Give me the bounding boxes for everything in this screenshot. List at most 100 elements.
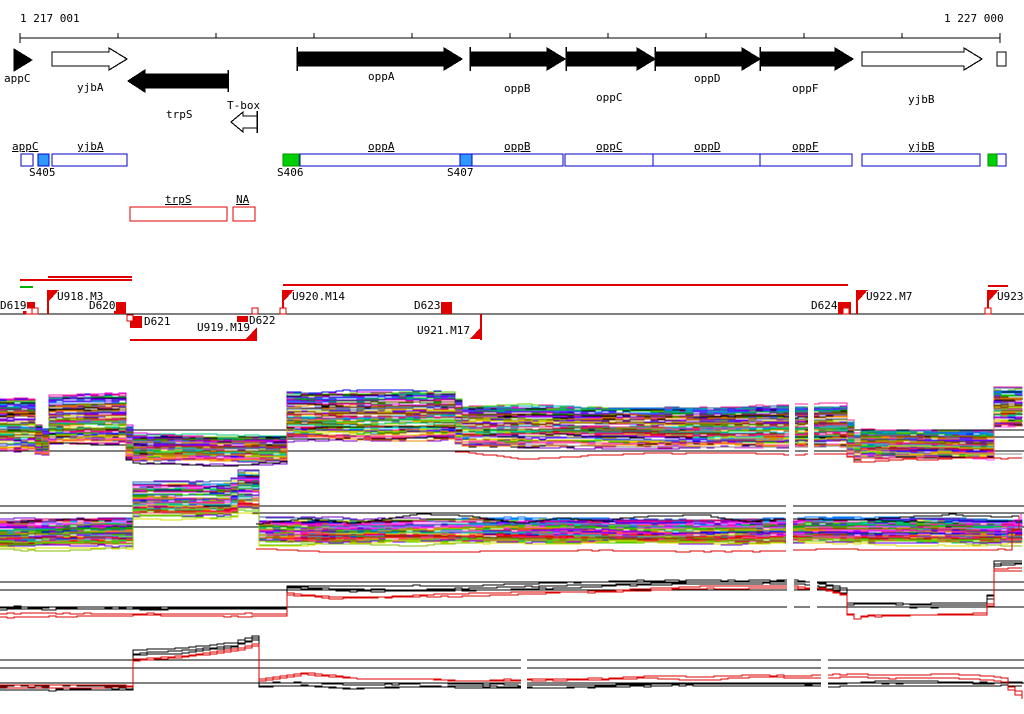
ruler: [19, 33, 1001, 43]
probe-track: [0, 276, 1024, 341]
probe-tick-square: [126, 314, 134, 322]
marker-label-S405: S405: [29, 166, 56, 179]
expression-profile-line: [0, 635, 1023, 687]
data-gap: [787, 556, 794, 632]
data-gap: [786, 468, 793, 558]
expression-outlier-line: [455, 442, 1022, 458]
gene-arrow-T-box[interactable]: [230, 110, 258, 134]
ruler-start-label: 1 217 001: [20, 12, 80, 25]
prediction-box-trpS[interactable]: [129, 206, 228, 222]
up-flag-U923[interactable]: [988, 290, 999, 302]
segment-label-oppA[interactable]: oppA: [368, 140, 395, 153]
gene-arrow-oppB[interactable]: [469, 46, 567, 72]
probe-label-U923: U923: [997, 290, 1024, 303]
down-flag-U921.M17[interactable]: [470, 327, 481, 339]
gene-label-oppC: oppC: [596, 91, 623, 104]
probe-label-U919.M19: U919.M19: [197, 321, 250, 334]
gene-arrow-yjbB[interactable]: [861, 46, 984, 72]
probe-tick-square: [251, 307, 259, 315]
ruler-end-label: 1 227 000: [944, 12, 1004, 25]
probe-label-U918.M3: U918.M3: [57, 290, 104, 303]
marker-label-S406: S406: [277, 166, 304, 179]
segment-box-appC[interactable]: [20, 153, 34, 167]
prediction-label-NA[interactable]: NA: [236, 193, 250, 206]
expression-outlier-line: [256, 513, 1019, 525]
gene-arrow-oppC[interactable]: [565, 46, 657, 72]
gene-label-oppB: oppB: [504, 82, 531, 95]
segment-marker-S405[interactable]: [37, 153, 50, 167]
segment-track: [20, 153, 1007, 222]
segment-label-oppF[interactable]: oppF: [792, 140, 819, 153]
probe-tick-square: [984, 307, 992, 315]
gene-arrow-trpS[interactable]: [126, 68, 229, 94]
expression-profile-line: [0, 424, 1022, 463]
data-gap: [521, 634, 527, 712]
expression-profile-line: [0, 421, 1023, 462]
expression-profile-line: [0, 512, 1023, 550]
probe-label-U920.M14: U920.M14: [292, 290, 345, 303]
gene-label-T-box: T-box: [227, 99, 261, 112]
expression-track-4: [0, 634, 1024, 712]
probe-tick-square: [31, 307, 39, 315]
segment-label-appC[interactable]: appC: [12, 140, 39, 153]
segment-label-oppD[interactable]: oppD: [694, 140, 721, 153]
expression-profile-line: [0, 639, 1022, 692]
expression-outlier-line: [1000, 514, 1022, 541]
segment-box-yjbB[interactable]: [861, 153, 981, 167]
expression-profile-line: [0, 507, 1022, 552]
segment-marker-S407[interactable]: [459, 153, 473, 167]
probe-label-D622: D622: [249, 314, 276, 327]
up-flag-U920.M14[interactable]: [283, 290, 294, 302]
segment-label-yjbB[interactable]: yjbB: [908, 140, 935, 153]
probe-label-D620: D620: [89, 299, 116, 312]
probe-square-D623[interactable]: [441, 302, 452, 314]
down-flag-U919.M19[interactable]: [246, 327, 257, 339]
prediction-box-NA[interactable]: [232, 206, 256, 222]
probe-label-D619: D619: [0, 299, 27, 312]
data-gap: [808, 386, 814, 474]
gene-label-appC: appC: [4, 72, 31, 85]
gene-arrow-oppA[interactable]: [296, 46, 464, 72]
expression-profile-line: [0, 509, 1023, 547]
gene-arrow-oppD[interactable]: [654, 46, 762, 72]
segment-marker-green[interactable]: [987, 153, 998, 167]
up-flag-U922.M7[interactable]: [857, 290, 868, 302]
segment-label-yjbA[interactable]: yjbA: [77, 140, 104, 153]
expression-profile-line: [0, 396, 1022, 444]
gene-arrow-appC[interactable]: [13, 48, 33, 72]
probe-square-D620[interactable]: [114, 302, 126, 314]
probe-label-U921.M17: U921.M17: [417, 324, 470, 337]
gene-arrow-yjbA[interactable]: [51, 46, 129, 72]
segment-marker-S406[interactable]: [282, 153, 300, 167]
expression-profile-line: [0, 562, 1022, 609]
probe-label-D621: D621: [144, 315, 171, 328]
gene-arrow-oppF[interactable]: [759, 46, 855, 72]
segment-label-oppB[interactable]: oppB: [504, 140, 531, 153]
probe-tick-square: [279, 307, 287, 315]
expression-profile-line: [0, 563, 1022, 611]
expression-profile-line: [0, 570, 1022, 620]
segment-label-oppC[interactable]: oppC: [596, 140, 623, 153]
expression-outlier-line: [256, 516, 1020, 553]
prediction-label-trpS[interactable]: trpS: [165, 193, 192, 206]
data-gap: [810, 556, 817, 632]
expression-profile-line: [0, 645, 1023, 699]
segment-box-oppF[interactable]: [759, 153, 853, 167]
probe-label-D623: D623: [414, 299, 441, 312]
gene-arrow-gene-fragment[interactable]: [996, 51, 1007, 67]
expression-track-2: [0, 468, 1024, 558]
expression-track-3: [0, 556, 1024, 632]
gene-label-oppA: oppA: [368, 70, 395, 83]
expression-profile-line: [0, 499, 1022, 541]
data-gap: [789, 386, 795, 474]
probe-label-D624: D624: [811, 299, 838, 312]
segment-box-yjbA[interactable]: [51, 153, 128, 167]
expression-outlier-line: [455, 451, 1022, 463]
gene-label-yjbB: yjbB: [908, 93, 935, 106]
up-flag-U918.M3[interactable]: [48, 290, 59, 302]
expression-track-1: [0, 386, 1024, 474]
gene-track: [13, 46, 1007, 134]
data-gap: [821, 634, 828, 712]
expression-profile-line: [0, 424, 1022, 467]
